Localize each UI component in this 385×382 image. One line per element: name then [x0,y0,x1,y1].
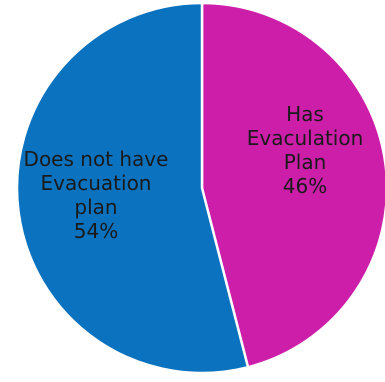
pie-slice-0 [200,1,385,369]
pie-slice-1 [15,1,250,375]
pie-slice-label-line: Plan [284,150,327,174]
pie-slice-percent-0: 46% [283,174,327,198]
pie-slice-label-line: Evaculation [247,126,364,150]
pie-slice-label-line: Evacuation [41,171,152,195]
pie-slice-label-line: Does not have [24,147,169,171]
pie-slice-label-line: Has [286,102,324,126]
pie-slice-label-line: plan [74,195,117,219]
pie-slice-percent-1: 54% [74,219,118,243]
